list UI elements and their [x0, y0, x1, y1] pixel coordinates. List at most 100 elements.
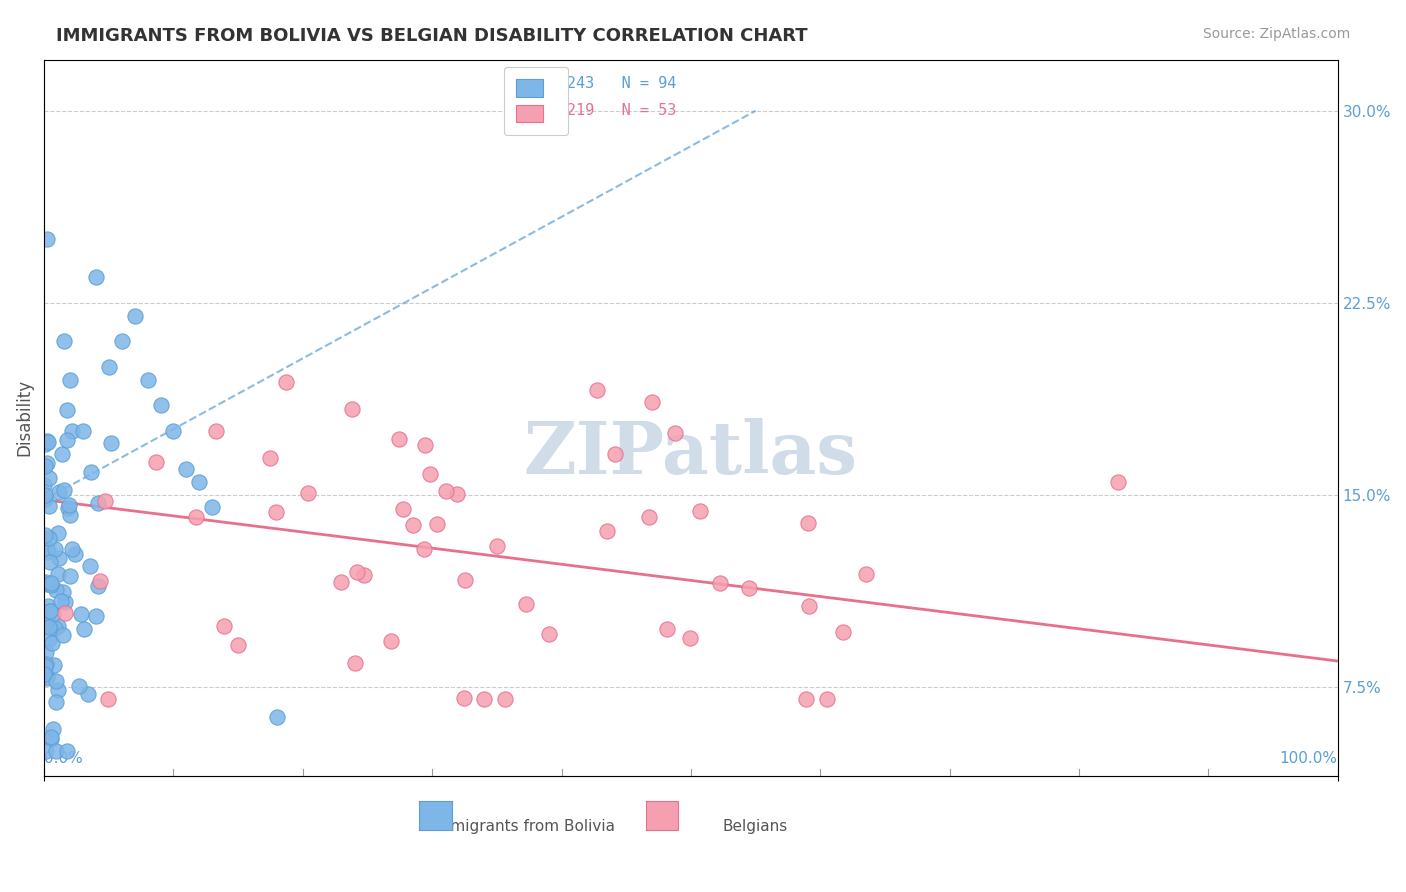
- Text: ZIPatlas: ZIPatlas: [524, 418, 858, 489]
- Text: R = -0.219   N = 53: R = -0.219 N = 53: [503, 103, 676, 118]
- Immigrants from Bolivia: [44, 621, 66, 635]
- Immigrants from Bolivia: [39, 604, 62, 618]
- Immigrants from Bolivia: [67, 679, 90, 693]
- Immigrants from Bolivia: [45, 673, 67, 688]
- Immigrants from Bolivia: [34, 477, 56, 491]
- Immigrants from Bolivia: [35, 657, 58, 671]
- Immigrants from Bolivia: [34, 437, 56, 451]
- Belgians: [419, 467, 441, 482]
- Immigrants from Bolivia: [56, 743, 79, 757]
- Belgians: [538, 627, 561, 641]
- Belgians: [794, 692, 817, 706]
- Belgians: [329, 575, 352, 590]
- Immigrants from Bolivia: [35, 575, 58, 590]
- Immigrants from Bolivia: [53, 595, 76, 609]
- Belgians: [53, 606, 76, 620]
- Belgians: [434, 483, 457, 498]
- Belgians: [297, 486, 319, 500]
- Immigrants from Bolivia: [52, 334, 75, 348]
- Belgians: [184, 509, 207, 524]
- Immigrants from Bolivia: [34, 645, 56, 659]
- Belgians: [664, 425, 686, 440]
- Immigrants from Bolivia: [37, 542, 59, 557]
- Immigrants from Bolivia: [52, 585, 75, 599]
- Belgians: [855, 566, 877, 581]
- Text: 100.0%: 100.0%: [1279, 751, 1337, 766]
- Belgians: [605, 447, 627, 461]
- Immigrants from Bolivia: [38, 618, 60, 632]
- Immigrants from Bolivia: [44, 541, 66, 556]
- Legend: , : ,: [503, 67, 568, 135]
- Immigrants from Bolivia: [46, 619, 69, 633]
- Immigrants from Bolivia: [201, 500, 224, 515]
- Belgians: [515, 597, 537, 611]
- Immigrants from Bolivia: [39, 731, 62, 745]
- Immigrants from Bolivia: [72, 424, 94, 438]
- Immigrants from Bolivia: [266, 710, 288, 724]
- Immigrants from Bolivia: [76, 687, 98, 701]
- Belgians: [797, 599, 820, 613]
- Immigrants from Bolivia: [34, 488, 56, 502]
- Immigrants from Bolivia: [34, 528, 56, 542]
- Immigrants from Bolivia: [35, 615, 58, 629]
- Belgians: [344, 656, 367, 670]
- Immigrants from Bolivia: [97, 359, 120, 374]
- Immigrants from Bolivia: [136, 372, 159, 386]
- Immigrants from Bolivia: [34, 617, 56, 632]
- Immigrants from Bolivia: [41, 731, 63, 746]
- Immigrants from Bolivia: [37, 577, 59, 591]
- Immigrants from Bolivia: [35, 457, 58, 471]
- Immigrants from Bolivia: [37, 434, 59, 448]
- Immigrants from Bolivia: [39, 576, 62, 591]
- Belgians: [595, 524, 617, 539]
- Immigrants from Bolivia: [48, 550, 70, 565]
- Belgians: [145, 455, 167, 469]
- Immigrants from Bolivia: [162, 424, 184, 438]
- Belgians: [413, 438, 436, 452]
- Belgians: [97, 692, 120, 706]
- Immigrants from Bolivia: [56, 501, 79, 516]
- Immigrants from Bolivia: [65, 547, 87, 561]
- Text: Source: ZipAtlas.com: Source: ZipAtlas.com: [1202, 27, 1350, 41]
- Immigrants from Bolivia: [38, 470, 60, 484]
- Belgians: [472, 692, 495, 706]
- Immigrants from Bolivia: [35, 669, 58, 683]
- Immigrants from Bolivia: [79, 559, 101, 574]
- Belgians: [641, 395, 664, 409]
- Immigrants from Bolivia: [56, 434, 79, 448]
- Belgians: [380, 634, 402, 648]
- Immigrants from Bolivia: [176, 462, 198, 476]
- Text: Immigrants from Bolivia: Immigrants from Bolivia: [430, 819, 614, 834]
- Belgians: [205, 424, 228, 438]
- Belgians: [454, 573, 477, 587]
- Belgians: [815, 692, 838, 706]
- Immigrants from Bolivia: [42, 658, 65, 673]
- Immigrants from Bolivia: [48, 683, 70, 698]
- Belgians: [689, 504, 711, 518]
- Immigrants from Bolivia: [38, 555, 60, 569]
- Immigrants from Bolivia: [41, 636, 63, 650]
- Belgians: [797, 516, 820, 530]
- Y-axis label: Disability: Disability: [15, 379, 32, 457]
- Immigrants from Bolivia: [149, 398, 172, 412]
- Immigrants from Bolivia: [60, 542, 83, 557]
- Immigrants from Bolivia: [37, 599, 59, 613]
- Belgians: [485, 539, 508, 553]
- Immigrants from Bolivia: [44, 743, 66, 757]
- Immigrants from Bolivia: [39, 578, 62, 592]
- Immigrants from Bolivia: [59, 569, 82, 583]
- Immigrants from Bolivia: [42, 723, 65, 737]
- Belgians: [1107, 475, 1129, 489]
- Belgians: [226, 638, 249, 652]
- Belgians: [453, 691, 475, 706]
- Immigrants from Bolivia: [46, 525, 69, 540]
- Immigrants from Bolivia: [37, 232, 59, 246]
- Immigrants from Bolivia: [38, 499, 60, 513]
- Belgians: [259, 450, 281, 465]
- Immigrants from Bolivia: [35, 743, 58, 757]
- Text: R =  0.243   N = 94: R = 0.243 N = 94: [503, 76, 676, 91]
- Immigrants from Bolivia: [35, 545, 58, 559]
- Immigrants from Bolivia: [100, 435, 122, 450]
- Immigrants from Bolivia: [124, 309, 146, 323]
- Immigrants from Bolivia: [38, 632, 60, 646]
